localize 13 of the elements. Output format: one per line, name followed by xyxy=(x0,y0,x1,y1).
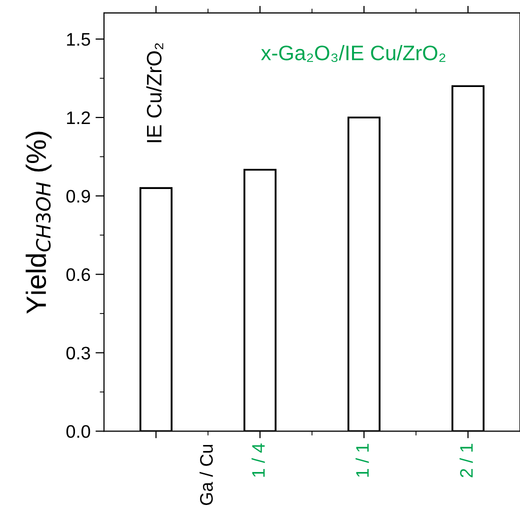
x-tick-label: 1 / 1 xyxy=(356,444,369,477)
text: Ga / Cu xyxy=(200,444,213,506)
y-tick-label: 0.3 xyxy=(66,346,90,360)
y-tick-label: 0.9 xyxy=(66,190,90,203)
x-tick-label: 1 / 4 xyxy=(252,444,265,477)
y-tick-label: 0.6 xyxy=(66,268,90,282)
annotation: IE Cu/ZrO₂ xyxy=(146,43,164,142)
y-axis-title: Yield$_{CH3OH}$ (%) xyxy=(26,132,52,314)
y-tick-label: 1.2 xyxy=(67,111,90,124)
annotation: x-Ga₂O₃/IE Cu/ZrO₂ xyxy=(261,45,446,62)
x-tick-label: 2 / 1 xyxy=(460,444,473,478)
y-tick-label: 1.5 xyxy=(67,33,90,46)
text: 0.0 xyxy=(66,425,90,438)
